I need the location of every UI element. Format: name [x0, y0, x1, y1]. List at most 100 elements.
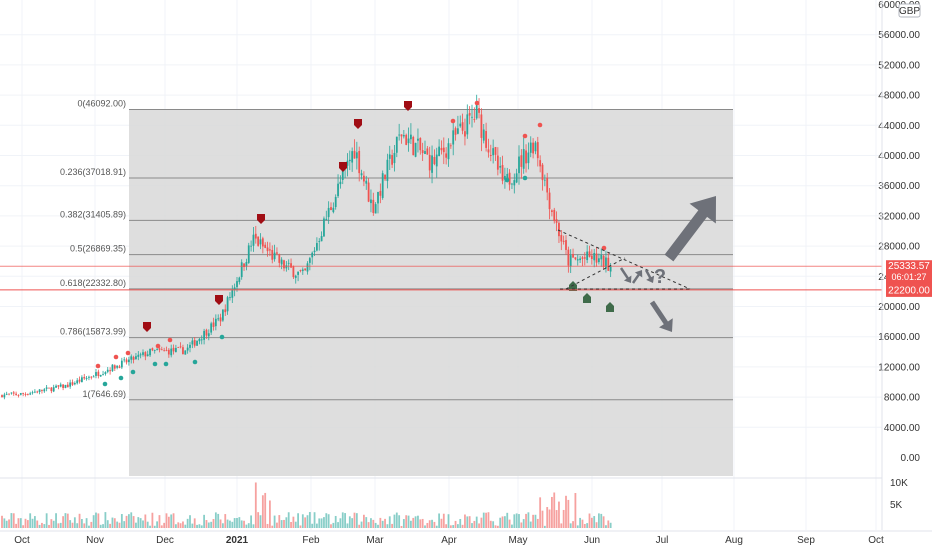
bearish-arrow[interactable]	[649, 300, 673, 332]
buy-signal-marker	[583, 293, 591, 303]
candle-body	[50, 387, 53, 392]
candle-body	[196, 340, 198, 346]
candle-body	[370, 199, 372, 204]
candle-body	[543, 179, 546, 181]
volume-bar	[438, 513, 440, 528]
candle-body	[125, 359, 128, 363]
candle-body	[419, 138, 422, 151]
projection-arrow[interactable]	[631, 270, 643, 284]
volume-bar	[294, 521, 297, 528]
time-tick-label: Oct	[868, 535, 884, 546]
trend-drawings[interactable]: ?	[0, 196, 882, 332]
candle-body	[137, 354, 140, 357]
volume-bar	[407, 515, 410, 528]
sell-dot	[474, 100, 480, 106]
volume-bar	[605, 525, 607, 528]
sell-dot	[125, 350, 131, 356]
candle-body	[410, 134, 412, 140]
time-tick-label: Oct	[14, 535, 30, 546]
candle-body	[55, 385, 57, 388]
volume-bar	[398, 515, 401, 528]
time-tick-label: Mar	[366, 535, 384, 546]
candle-body	[294, 275, 297, 278]
volume-bar	[454, 520, 457, 528]
volume-bar	[421, 518, 424, 528]
volume-bar	[5, 520, 8, 528]
candle-body	[574, 257, 577, 260]
candle-body	[388, 154, 391, 159]
candle-body	[142, 352, 144, 355]
candle-body	[402, 135, 405, 137]
volume-bar	[496, 525, 499, 528]
volume-bar	[170, 514, 173, 528]
volume-bar	[428, 520, 431, 528]
volume-bar	[163, 522, 166, 528]
support-price-badge[interactable]	[886, 282, 932, 297]
volume-bar	[560, 523, 563, 528]
volume-bar	[186, 518, 189, 528]
wedge-lower-line[interactable]	[565, 257, 626, 290]
volume-bar	[64, 513, 67, 528]
price-axis[interactable]: 4000.008000.0012000.0016000.0020000.0024…	[0, 0, 932, 530]
volume-bar	[3, 518, 6, 528]
currency-label: GBP	[899, 6, 920, 17]
candle-body	[283, 260, 285, 269]
candle-body	[276, 252, 278, 254]
signal-markers	[95, 100, 614, 387]
candle-body	[144, 352, 147, 357]
volume-bar	[574, 493, 577, 528]
volume-bar	[330, 524, 332, 528]
volume-bar	[459, 518, 462, 528]
candle-body	[31, 392, 34, 394]
candle-body	[308, 258, 311, 263]
volume-bar	[341, 512, 344, 528]
volume-bar	[393, 514, 396, 528]
candle-body	[473, 119, 476, 120]
candle-body	[339, 181, 342, 185]
projection-arrow[interactable]	[619, 267, 632, 283]
bullish-arrow[interactable]	[664, 196, 716, 262]
candle-body	[381, 173, 384, 198]
candle-body	[466, 114, 469, 135]
candle-body	[271, 249, 274, 260]
candle-body	[71, 382, 74, 385]
buy-dot	[163, 361, 169, 367]
candle-body	[581, 257, 584, 259]
candle-body	[442, 147, 445, 153]
candle-body	[525, 150, 527, 164]
volume-bar	[325, 513, 328, 528]
candle-body	[515, 173, 518, 183]
candle-body	[482, 129, 485, 141]
volume-bar	[489, 520, 492, 528]
time-tick-label: Sep	[797, 535, 815, 546]
candle-body	[431, 155, 433, 173]
sell-dot	[537, 122, 543, 128]
volume-bar	[440, 518, 443, 528]
wedge-upper-line[interactable]	[557, 229, 691, 290]
volume-bar	[203, 514, 205, 528]
candle-body	[478, 108, 480, 113]
volume-bar	[466, 516, 469, 528]
candle-body	[229, 297, 231, 298]
support-price-value: 22200.00	[888, 285, 930, 296]
currency-badge[interactable]	[898, 3, 921, 18]
volume-bar	[414, 516, 417, 528]
volume-bar	[348, 516, 351, 528]
candle-body	[165, 350, 168, 351]
candle-body	[367, 182, 370, 202]
volume-bar	[41, 522, 43, 528]
time-axis[interactable]: Oct Nov Dec 2021 Feb Mar Apr May Jun Jul Aug Sep Oct	[0, 530, 932, 546]
sell-dot	[522, 133, 528, 139]
candle-body	[41, 389, 43, 391]
candle-body	[318, 241, 321, 242]
volume-bar	[567, 499, 570, 528]
volume-bar	[207, 522, 210, 528]
last-price-badge[interactable]	[886, 260, 932, 285]
projection-arrow[interactable]	[644, 269, 655, 283]
candle-body	[417, 138, 419, 141]
candle-body	[111, 364, 114, 372]
candle-body	[393, 152, 396, 164]
candle-body	[518, 156, 520, 174]
candle-body	[226, 297, 229, 312]
